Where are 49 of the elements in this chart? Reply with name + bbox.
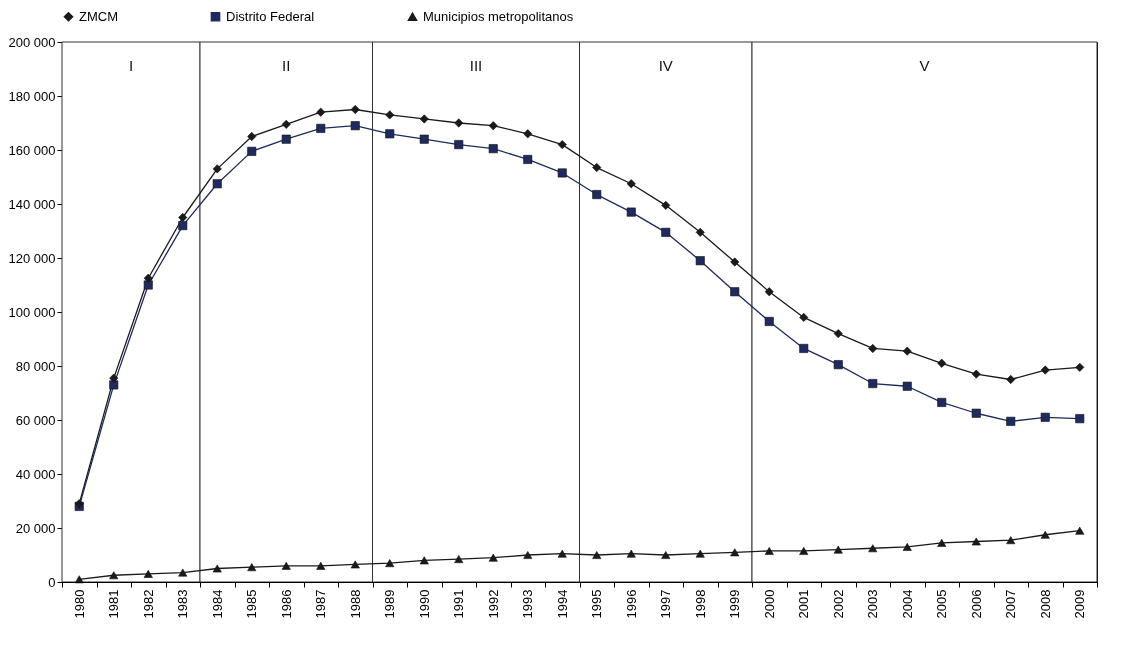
x-tick-label: 1993 [520,589,536,619]
legend-label: ZMCM [79,8,118,24]
y-tick-label: 120 000 [8,250,56,266]
y-tick-label: 0 [48,574,56,590]
x-tick-label: 1997 [658,589,674,619]
band-label: II [282,57,291,74]
band-label: III [469,57,483,74]
y-tick-label: 60 000 [15,412,56,428]
y-tick-label: 20 000 [15,520,56,536]
x-tick-label: 1983 [175,589,191,619]
x-tick-label: 2004 [899,589,915,619]
x-tick-label: 1982 [140,589,156,619]
y-tick-label: 100 000 [8,304,56,320]
legend-label: Municipios metropolitanos [423,8,574,24]
x-tick-label: 1980 [71,589,87,619]
x-tick-label: 2006 [968,589,984,619]
x-tick-label: 1994 [554,589,570,619]
x-tick-label: 1989 [382,589,398,619]
band-label: I [128,57,134,74]
x-tick-label: 1991 [451,589,467,619]
x-tick-label: 1992 [485,589,501,619]
x-tick-label: 1995 [589,589,605,619]
band-label: V [919,57,930,74]
x-tick-label: 2000 [761,589,777,619]
band-label: IV [658,57,673,74]
y-tick-label: 40 000 [15,466,56,482]
x-tick-label: 2003 [865,589,881,619]
y-tick-label: 160 000 [8,142,56,158]
x-tick-label: 1985 [244,589,260,619]
x-tick-label: 2007 [1003,589,1019,619]
x-tick-label: 1981 [106,589,122,619]
x-tick-label: 1984 [209,589,225,619]
x-tick-label: 1987 [313,589,329,619]
x-tick-label: 1990 [416,589,432,619]
x-tick-label: 2005 [934,589,950,619]
x-tick-label: 2008 [1037,589,1053,619]
x-tick-label: 1999 [727,589,743,619]
x-tick-label: 1986 [278,589,294,619]
y-tick-label: 140 000 [8,196,56,212]
x-tick-label: 1998 [692,589,708,619]
x-tick-label: 1996 [623,589,639,619]
x-tick-label: 2001 [796,589,812,619]
y-tick-label: 80 000 [15,358,56,374]
x-tick-label: 2002 [830,589,846,619]
y-tick-label: 200 000 [8,34,56,50]
legend-label: Distrito Federal [226,8,315,24]
x-tick-label: 2009 [1072,589,1088,619]
y-tick-label: 180 000 [8,88,56,104]
x-tick-label: 1988 [347,589,363,619]
